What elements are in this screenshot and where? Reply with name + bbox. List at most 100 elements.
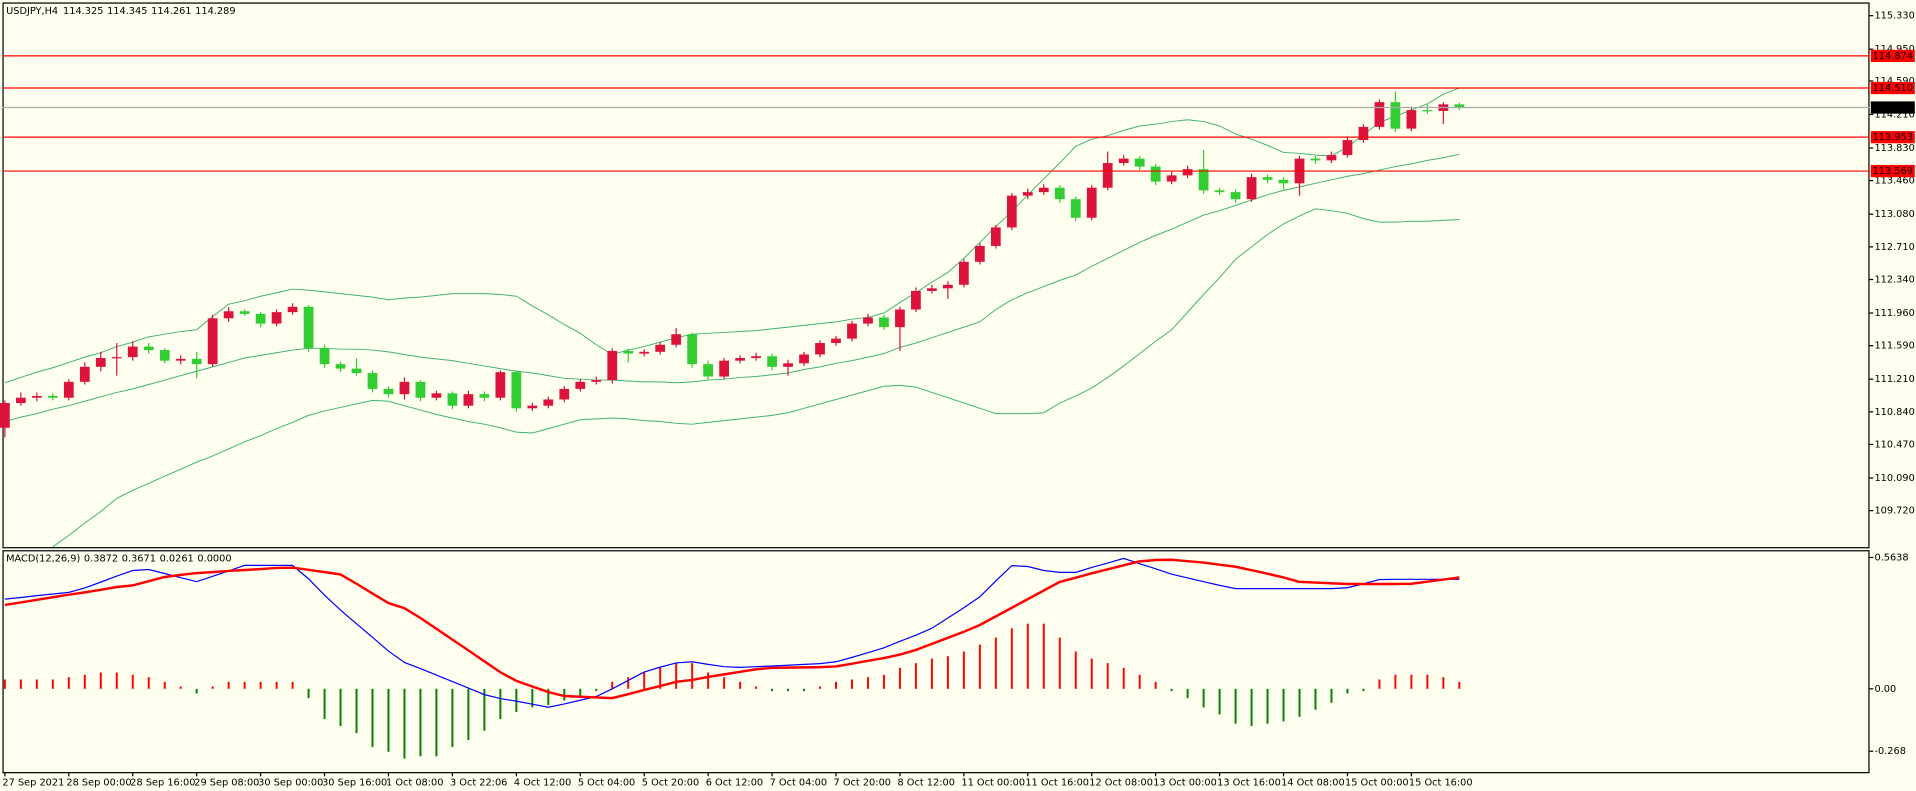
- x-tick-label: 15 Oct 00:00: [1345, 777, 1409, 788]
- level-label: 114.874: [1873, 51, 1913, 62]
- candle-body: [367, 373, 378, 389]
- y-tick-label: 113.080: [1874, 209, 1914, 220]
- x-tick-label: 13 Oct 00:00: [1153, 777, 1217, 788]
- y-tick-label: 111.210: [1874, 374, 1914, 385]
- candle-body: [399, 381, 410, 395]
- candle-body: [1038, 187, 1049, 193]
- level-tag: [1870, 81, 1915, 95]
- candle-body: [751, 356, 761, 359]
- x-tick-label: 30 Sep 00:00: [258, 777, 323, 788]
- x-tick-label: 11 Oct 00:00: [961, 777, 1025, 788]
- y-tick-label: 0.00: [1874, 684, 1896, 695]
- macd-readout: 0.3671: [122, 554, 156, 565]
- candle-body: [271, 312, 282, 324]
- level-tag: [1870, 164, 1915, 178]
- y-tick-label: -0.268: [1874, 746, 1905, 757]
- candle-body: [223, 311, 234, 319]
- candle-body: [447, 393, 458, 406]
- bollinger-lower: [52, 208, 1460, 548]
- candle-body: [415, 381, 426, 398]
- candle-body: [143, 346, 154, 351]
- candle-body: [767, 356, 777, 367]
- candle-body: [1454, 104, 1465, 108]
- candle-body: [927, 288, 937, 291]
- x-tick-label: 29 Sep 08:00: [194, 777, 259, 788]
- candle-body: [1166, 175, 1177, 182]
- candle-body: [639, 351, 650, 354]
- candle-body: [127, 346, 138, 358]
- candle-body: [1054, 187, 1065, 200]
- level-tag: [1870, 49, 1915, 63]
- candle-body: [463, 394, 474, 406]
- candle-body: [175, 358, 186, 361]
- candle-body: [1070, 199, 1081, 218]
- last-price-label: 114.289: [1873, 103, 1913, 114]
- y-tick-label: 115.330: [1874, 11, 1914, 22]
- candle-body: [1262, 177, 1273, 180]
- candle-body: [783, 363, 793, 367]
- candle-body: [895, 309, 905, 328]
- bollinger-upper: [4, 87, 1460, 384]
- x-tick-label: 7 Oct 04:00: [770, 777, 827, 788]
- candle-body: [111, 357, 122, 359]
- candle-body: [1022, 192, 1033, 196]
- candle-body: [831, 338, 841, 344]
- x-tick-label: 27 Sep 2021: [2, 777, 64, 788]
- macd-header: MACD(12,26,9) 0.3872 0.3671 0.0261 0.0000: [6, 554, 231, 565]
- candle-body: [303, 306, 314, 349]
- candle-body: [95, 358, 106, 367]
- close-readout: 114.289: [195, 6, 235, 17]
- chart-header: USDJPY,H4 114.325 114.345 114.261 114.289: [6, 6, 235, 17]
- x-tick-label: 13 Oct 16:00: [1217, 777, 1281, 788]
- y-tick-label: 114.950: [1874, 44, 1914, 55]
- level-label: 113.569: [1873, 166, 1913, 177]
- last-price-tag: [1870, 101, 1915, 114]
- high-readout: 114.345: [107, 6, 147, 17]
- main-frame: [2, 2, 1870, 549]
- candle-body: [559, 388, 570, 400]
- y-tick-label: 110.090: [1874, 473, 1914, 484]
- candle-body: [1342, 140, 1353, 156]
- candle-body: [351, 368, 362, 374]
- candle-body: [1390, 102, 1401, 129]
- candle-body: [863, 317, 873, 324]
- candle-body: [383, 388, 394, 395]
- candle-body: [511, 372, 522, 409]
- open-readout: 114.325: [63, 6, 103, 17]
- x-tick-label: 11 Oct 16:00: [1025, 777, 1089, 788]
- candle-body: [239, 311, 250, 314]
- macd-readout: 0.0000: [197, 554, 231, 565]
- macd-readout: 0.0261: [160, 554, 194, 565]
- bollinger-middle: [4, 153, 1460, 423]
- y-tick-label: 110.840: [1874, 407, 1914, 418]
- y-tick-label: 114.210: [1874, 109, 1914, 120]
- candle-body: [671, 334, 682, 345]
- x-tick-label: 5 Oct 04:00: [578, 777, 635, 788]
- level-tag: [1870, 131, 1915, 144]
- candle-body: [719, 360, 730, 377]
- low-readout: 114.261: [151, 6, 191, 17]
- candle-body: [287, 306, 298, 313]
- y-tick-label: 0.5638: [1874, 552, 1908, 563]
- x-tick-label: 8 Oct 12:00: [897, 777, 954, 788]
- x-tick-label: 28 Sep 16:00: [130, 777, 195, 788]
- candle-body: [1278, 179, 1289, 184]
- candle-body: [607, 350, 618, 381]
- candle-body: [335, 364, 346, 369]
- candle-body: [911, 290, 921, 310]
- macd-frame: [2, 550, 1870, 774]
- candle-body: [0, 403, 10, 428]
- candle-body: [575, 381, 586, 389]
- y-tick-label: 112.340: [1874, 274, 1914, 285]
- candle-body: [879, 317, 889, 328]
- candle-body: [1006, 195, 1017, 228]
- candle-body: [1422, 110, 1433, 112]
- candle-body: [1374, 102, 1385, 127]
- candle-body: [479, 394, 490, 398]
- candle-body: [687, 334, 698, 365]
- candle-body: [431, 393, 442, 398]
- candle-body: [159, 350, 170, 361]
- candle-body: [1118, 158, 1129, 164]
- candle-body: [1198, 169, 1209, 191]
